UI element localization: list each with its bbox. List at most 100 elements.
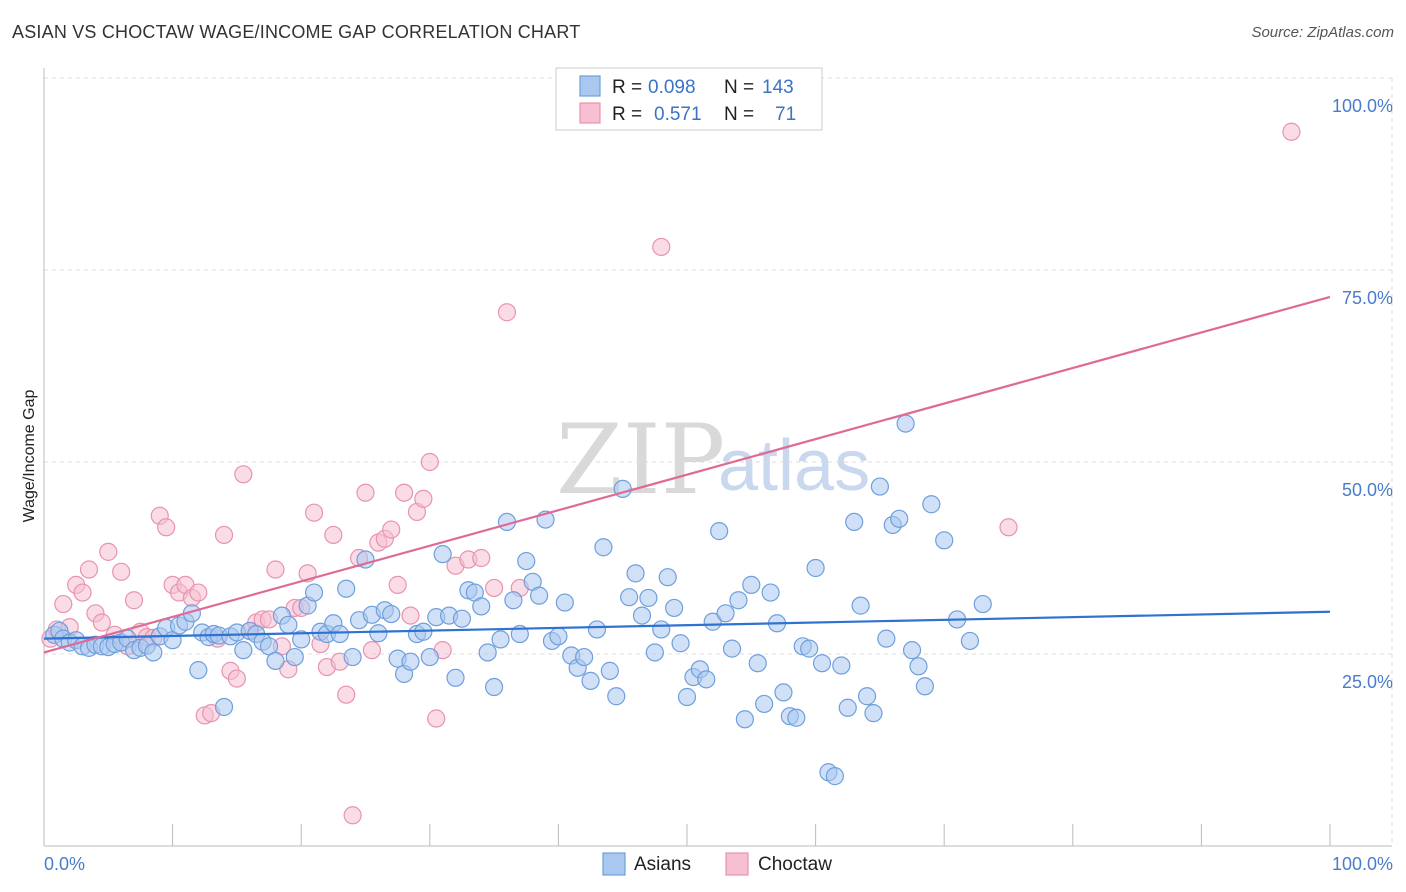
y-tick-label-2: 75.0% xyxy=(1342,288,1393,308)
asians-point-92 xyxy=(626,564,645,583)
asians-point-136 xyxy=(909,657,928,676)
asians-point-65 xyxy=(452,609,472,628)
choctaw-point-6 xyxy=(79,560,99,579)
legend-r-value-asians: 0.098 xyxy=(648,77,696,98)
choctaw-point-58 xyxy=(414,489,433,508)
asians-point-107 xyxy=(722,639,742,658)
asians-point-120 xyxy=(806,558,825,578)
asians-point-103 xyxy=(697,670,716,689)
asians-point-110 xyxy=(742,575,761,594)
asians-point-91 xyxy=(620,588,639,607)
x-tick-labels: 0.0% 100.0% xyxy=(44,854,1393,874)
legend-bottom-label-choctaw: Choctaw xyxy=(758,854,832,875)
asians-point-117 xyxy=(787,708,806,727)
asians-point-104 xyxy=(703,612,722,631)
legend-r-label-asians: R = xyxy=(612,77,642,98)
asians-point-127 xyxy=(851,596,870,615)
asians-point-64 xyxy=(446,668,465,687)
asians-point-46 xyxy=(330,624,349,644)
legend-n-value-asians: 143 xyxy=(762,77,794,98)
asians-point-97 xyxy=(658,568,677,587)
choctaw-point-9 xyxy=(99,542,118,561)
choctaw-point-18 xyxy=(157,518,176,537)
choctaw-trend-line xyxy=(43,295,1331,654)
asians-point-124 xyxy=(832,656,851,675)
asians-point-106 xyxy=(716,604,735,623)
axes xyxy=(43,68,1392,847)
asians-point-38 xyxy=(279,615,298,634)
y-tick-labels: 25.0% 50.0% 75.0% 100.0% xyxy=(1332,96,1393,692)
legend-n-label-asians: N = xyxy=(724,77,754,98)
choctaw-point-60 xyxy=(427,709,446,728)
choctaw-point-49 xyxy=(356,483,375,502)
asians-point-131 xyxy=(877,629,896,648)
choctaw-point-41 xyxy=(304,503,324,522)
asians-point-31 xyxy=(234,641,253,660)
asians-point-126 xyxy=(845,512,864,532)
choctaw-point-44 xyxy=(324,525,343,545)
x-tick-label-1: 100.0% xyxy=(1332,854,1393,874)
asians-point-130 xyxy=(870,477,890,496)
asians-point-36 xyxy=(266,651,285,671)
asians-point-128 xyxy=(857,687,877,706)
choctaw-point-30 xyxy=(234,465,253,484)
legend-n-value-choctaw: 71 xyxy=(775,104,796,125)
asians-point-141 xyxy=(960,631,980,651)
asians-point-57 xyxy=(401,652,420,671)
asians-point-138 xyxy=(922,495,941,514)
legend-top: R = 0.098 N = 143 R = 0.571 N = 71 xyxy=(555,67,823,131)
asians-point-40 xyxy=(292,630,311,649)
chart-title: ASIAN VS CHOCTAW WAGE/INCOME GAP CORRELA… xyxy=(12,22,581,42)
asians-point-111 xyxy=(748,654,767,673)
asians-point-48 xyxy=(343,647,362,667)
asians-point-71 xyxy=(491,630,510,649)
asians-point-139 xyxy=(935,531,954,550)
choctaw-point-70 xyxy=(1282,122,1301,141)
asians-point-23 xyxy=(189,661,208,680)
asians-point-73 xyxy=(504,591,523,610)
legend-r-label-choctaw: R = xyxy=(612,104,642,125)
asians-trend-line xyxy=(43,610,1331,640)
choctaw-point-27 xyxy=(214,525,234,545)
asians-point-81 xyxy=(555,593,574,612)
asians-point-115 xyxy=(774,683,793,702)
choctaw-point-46 xyxy=(337,685,356,704)
choctaw-point-8 xyxy=(92,613,111,632)
legend-bottom-swatch-asians xyxy=(602,852,626,876)
asians-point-42 xyxy=(304,583,324,602)
asians-point-85 xyxy=(581,671,600,690)
asians-point-69 xyxy=(478,643,497,662)
asians-point-108 xyxy=(729,591,748,610)
asians-point-98 xyxy=(665,598,684,618)
y-axis-title: Wage/Income Gap xyxy=(21,390,38,523)
choctaw-point-50 xyxy=(362,641,382,660)
asians-point-39 xyxy=(285,647,304,667)
legend-swatch-choctaw xyxy=(579,102,601,124)
choctaw-point-47 xyxy=(343,806,362,825)
choctaw-point-66 xyxy=(497,303,517,322)
source-label: Source: ZipAtlas.com xyxy=(1251,24,1394,41)
choctaw-point-69 xyxy=(999,518,1018,537)
y-tick-label-1: 50.0% xyxy=(1342,480,1393,500)
asians-point-99 xyxy=(671,634,690,653)
asians-point-89 xyxy=(607,687,626,706)
legend-bottom-swatch-choctaw xyxy=(725,852,749,876)
asians-point-28 xyxy=(214,697,234,717)
grid xyxy=(44,77,1393,846)
asians-point-142 xyxy=(973,594,992,614)
choctaw-point-2 xyxy=(54,594,73,614)
asians-point-80 xyxy=(549,627,568,646)
choctaw-point-29 xyxy=(227,669,246,688)
legend-r-value-choctaw: 0.571 xyxy=(654,104,702,125)
asians-point-47 xyxy=(337,579,356,598)
choctaw-point-55 xyxy=(394,483,414,502)
asians-point-62 xyxy=(433,545,452,564)
choctaw-point-35 xyxy=(266,560,285,579)
asians-point-109 xyxy=(735,710,754,729)
choctaw-point-65 xyxy=(485,578,504,598)
asians-point-93 xyxy=(632,606,652,625)
asians-point-95 xyxy=(645,643,664,662)
asians-point-16 xyxy=(144,643,163,662)
asians-points xyxy=(45,414,992,786)
